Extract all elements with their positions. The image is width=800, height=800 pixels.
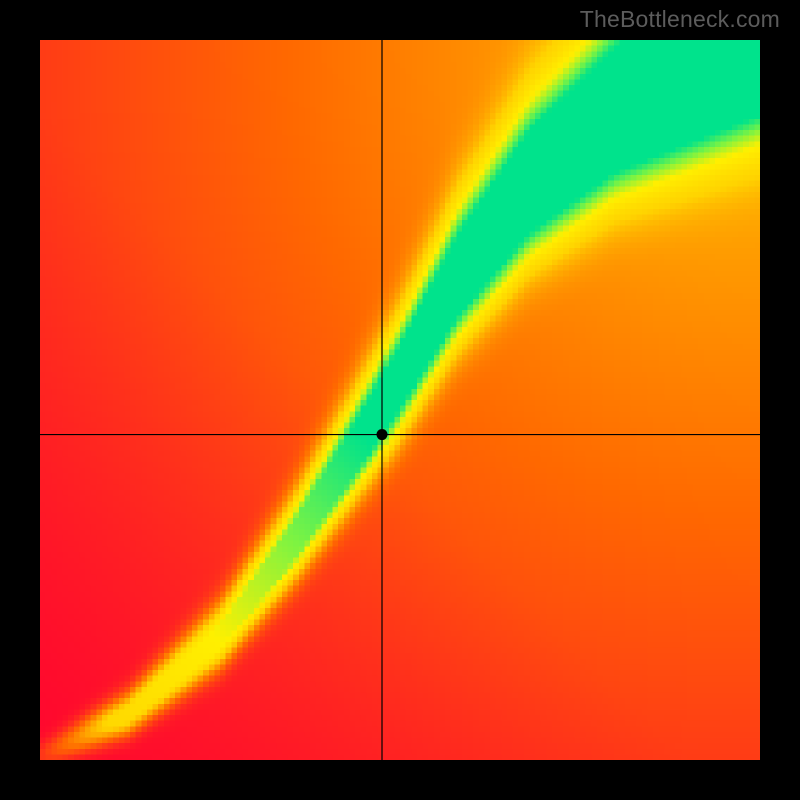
bottleneck-heatmap	[40, 40, 760, 760]
chart-root: TheBottleneck.com	[0, 0, 800, 800]
watermark-text: TheBottleneck.com	[580, 6, 780, 33]
